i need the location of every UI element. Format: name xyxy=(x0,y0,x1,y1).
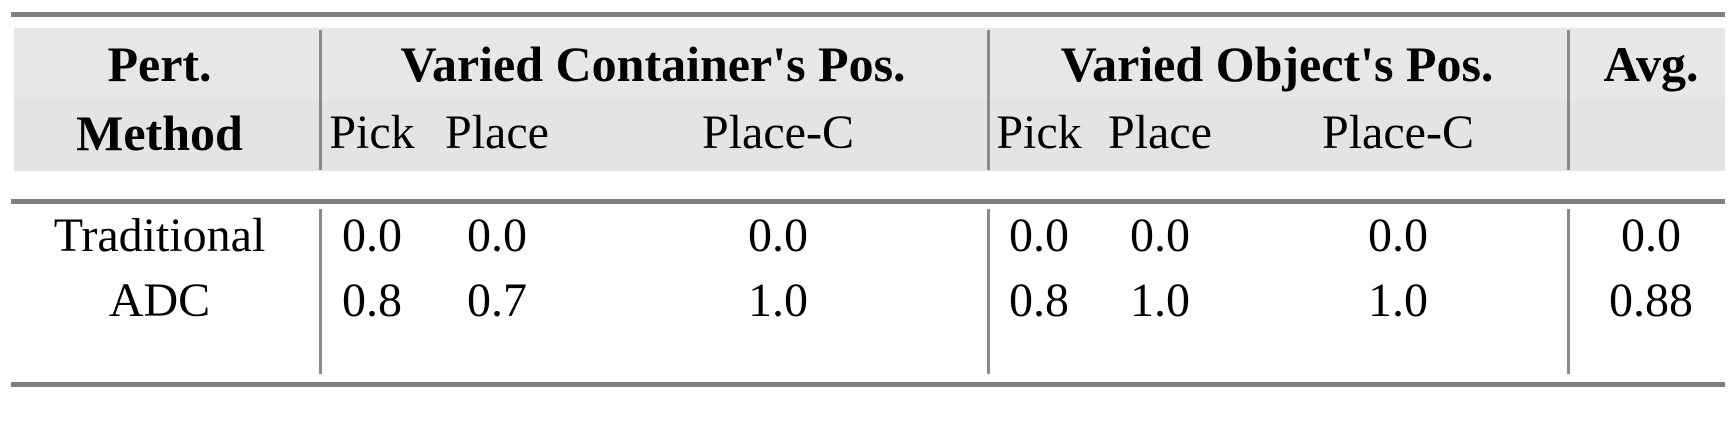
column-divider-1-header xyxy=(319,30,322,170)
cell-object-place: 0.0 xyxy=(1130,209,1190,262)
subheader-object-place: Place xyxy=(1108,106,1212,159)
subheader-container-place: Place xyxy=(445,106,549,159)
header-group-varied-container: Varied Container's Pos. xyxy=(400,36,906,92)
header-pert-line2: Method xyxy=(76,105,243,161)
subheader-group-object: Pick Place Place-C xyxy=(987,109,1567,157)
cell-avg: 0.0 xyxy=(1621,209,1681,262)
cell-container-place: 0.0 xyxy=(467,209,527,262)
cell-container-pick: 0.0 xyxy=(342,209,402,262)
cell-container-place: 0.7 xyxy=(467,274,527,327)
row-group-container: 0.0 0.0 0.0 xyxy=(319,212,987,260)
cell-object-pick: 0.0 xyxy=(1009,209,1069,262)
subheader-object-pick: Pick xyxy=(996,106,1082,159)
subheader-object-place-c: Place-C xyxy=(1322,106,1474,159)
header-row-sub: Method Pick Place Place-C Pick Place Pla… xyxy=(0,100,1735,166)
subheader-group-container: Pick Place Place-C xyxy=(319,109,987,157)
cell-avg: 0.88 xyxy=(1609,274,1693,327)
top-rule xyxy=(11,12,1725,17)
header-pert-line1: Pert. xyxy=(107,36,212,92)
cell-object-place: 1.0 xyxy=(1130,274,1190,327)
row-group-object: 0.0 0.0 0.0 xyxy=(987,212,1567,260)
header-row-group: Pert. Varied Container's Pos. Varied Obj… xyxy=(0,33,1735,95)
bottom-rule xyxy=(11,382,1725,387)
row-method-label: Traditional xyxy=(53,209,266,262)
column-divider-2-header xyxy=(987,30,990,170)
row-group-container: 0.8 0.7 1.0 xyxy=(319,277,987,325)
column-divider-1-body xyxy=(319,209,322,374)
cell-container-place-c: 0.0 xyxy=(748,209,808,262)
column-divider-3-body xyxy=(1567,209,1570,374)
header-group-avg: Avg. xyxy=(1603,36,1699,92)
cell-container-place-c: 1.0 xyxy=(748,274,808,327)
table-row: Traditional 0.0 0.0 0.0 0.0 0.0 0.0 0.0 xyxy=(0,205,1735,267)
cell-object-place-c: 1.0 xyxy=(1368,274,1428,327)
cell-object-pick: 0.8 xyxy=(1009,274,1069,327)
subheader-container-pick: Pick xyxy=(329,106,415,159)
header-group-varied-object: Varied Object's Pos. xyxy=(1060,36,1494,92)
table-row: ADC 0.8 0.7 1.0 0.8 1.0 1.0 0.88 xyxy=(0,268,1735,334)
middle-rule xyxy=(11,199,1725,204)
cell-container-pick: 0.8 xyxy=(342,274,402,327)
cell-object-place-c: 0.0 xyxy=(1368,209,1428,262)
row-group-object: 0.8 1.0 1.0 xyxy=(987,277,1567,325)
row-method-label: ADC xyxy=(108,274,211,327)
column-divider-3-header xyxy=(1567,30,1570,170)
column-divider-2-body xyxy=(987,209,990,374)
header-shade-band-lower xyxy=(14,100,1725,171)
subheader-container-place-c: Place-C xyxy=(702,106,854,159)
